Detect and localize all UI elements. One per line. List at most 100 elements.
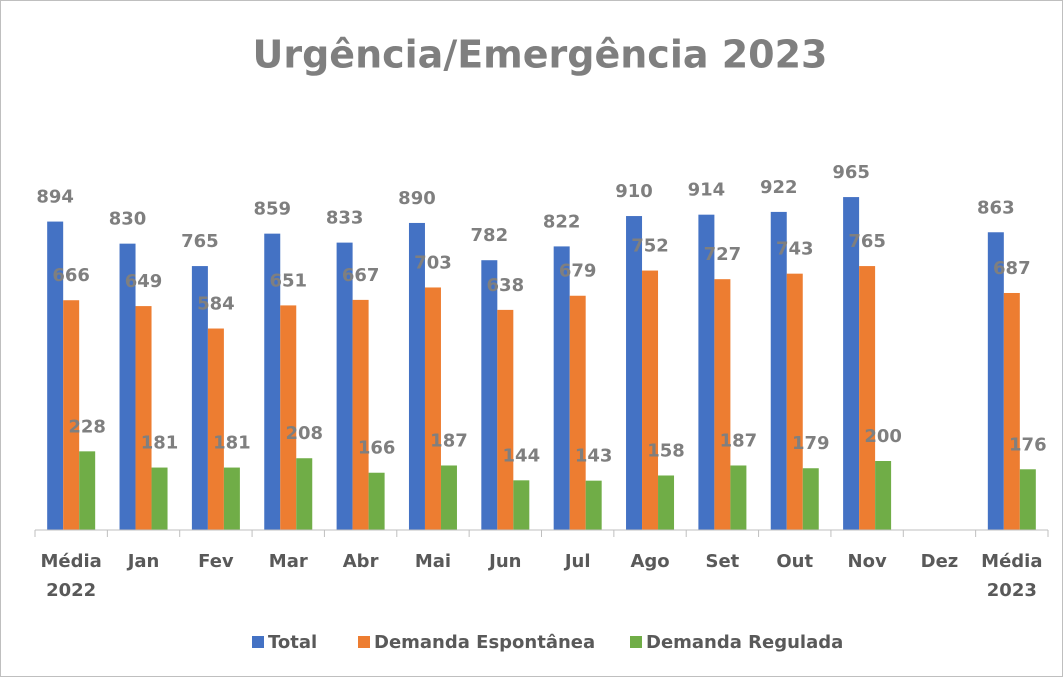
data-label: 782 [471,225,509,246]
data-label: 894 [36,187,74,208]
bar [352,299,369,530]
data-label: 830 [109,209,147,230]
data-label: 228 [68,416,106,437]
x-tick-label: Set [706,551,740,572]
data-label: 584 [197,294,235,315]
data-label: 743 [776,239,814,260]
bar [207,328,224,530]
bar [585,480,602,530]
data-label: 752 [631,236,669,257]
data-label: 666 [52,265,90,286]
x-tick-label: Ago [630,551,669,572]
bar [223,467,240,530]
data-label: 208 [285,423,323,444]
data-label: 687 [993,258,1031,279]
x-tick-label: Mai [415,551,451,572]
bar [336,242,353,531]
data-label: 158 [647,440,685,461]
bar [1019,469,1036,530]
data-label: 166 [358,438,396,459]
bar [658,475,675,530]
chart-title: Urgência/Emergência 2023 [253,33,828,77]
data-label: 187 [430,430,468,451]
x-tick-label: Média 2023 [981,551,1042,601]
data-label: 703 [414,252,452,273]
bar [408,222,425,530]
bar [135,306,152,530]
legend-label: Total [268,632,317,653]
bar [119,243,136,530]
data-label: 667 [342,265,380,286]
bar [280,305,297,530]
data-label: 765 [848,231,886,252]
x-tick-label: Dez [921,551,959,572]
data-label: 679 [559,261,597,282]
data-label: 922 [760,177,798,198]
x-tick-label: Jul [563,551,591,572]
bar [151,467,168,530]
data-label: 863 [977,197,1015,218]
bar [440,465,457,530]
data-label: 187 [720,430,758,451]
x-tick-label: Jan [126,551,160,572]
bar [191,266,208,530]
bar [786,273,803,530]
data-label: 727 [704,244,742,265]
data-label: 181 [213,433,251,454]
bar [368,472,385,530]
bar [79,451,96,530]
legend-swatch [358,636,370,648]
legend-label: Demanda Espontânea [374,632,595,653]
data-label: 890 [398,188,436,209]
bar [698,214,715,531]
bar [513,480,530,530]
data-label: 651 [269,270,307,291]
data-label: 859 [253,199,291,220]
bar [802,468,819,530]
bar [424,287,441,530]
bar [714,279,731,530]
x-tick-label: Mar [269,551,308,572]
data-label: 822 [543,211,581,232]
bar [730,465,747,530]
data-label: 143 [575,446,613,467]
data-label: 910 [615,181,653,202]
bar [987,232,1004,530]
data-label: 765 [181,231,219,252]
legend-swatch [630,636,642,648]
legend-swatch [252,636,264,648]
bar [626,216,643,531]
x-tick-label: Abr [343,551,379,572]
bar [875,461,892,530]
bar [642,270,659,530]
data-label: 638 [487,275,525,296]
x-tick-label: Out [776,551,813,572]
x-tick-label: Fev [198,551,234,572]
data-label: 833 [326,208,364,229]
x-tick-label: Nov [848,551,887,572]
x-tick-label: Média 2022 [41,551,102,601]
data-label: 649 [125,271,163,292]
bar [264,233,281,530]
bar [843,197,860,530]
bar [481,260,498,530]
legend-label: Demanda Regulada [646,632,843,653]
data-label: 144 [503,445,541,466]
bar [47,221,64,530]
bar [569,295,586,530]
bar [497,309,514,530]
bar [296,458,313,530]
data-label: 914 [688,180,726,201]
data-label: 176 [1009,434,1047,455]
bar [859,266,876,530]
data-label: 965 [832,162,870,183]
data-label: 181 [141,433,179,454]
data-label: 179 [792,433,830,454]
bar [1003,292,1020,530]
bar [553,246,570,530]
data-label: 200 [864,426,902,447]
bar [770,211,787,530]
x-tick-label: Jun [487,551,521,572]
